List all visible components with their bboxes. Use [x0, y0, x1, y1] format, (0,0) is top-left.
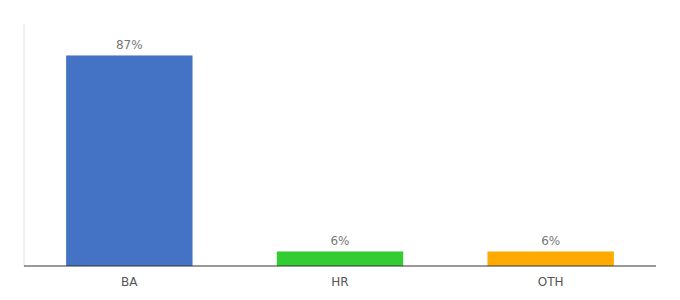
x-tick-label: HR: [331, 275, 348, 289]
data-label: 87%: [116, 38, 143, 52]
bar: [66, 55, 192, 266]
chart-container: 87% 6% 6% BA HR OTH: [0, 0, 680, 300]
x-tick-label: OTH: [538, 275, 564, 289]
bars: [66, 55, 614, 266]
y-axis-line: [24, 24, 25, 266]
data-label: 6%: [541, 234, 560, 248]
data-label: 6%: [330, 234, 349, 248]
chart-svg: 87% 6% 6% BA HR OTH: [0, 0, 680, 300]
bar: [487, 251, 613, 266]
x-tick-labels: BA HR OTH: [121, 275, 563, 289]
x-axis-line: [24, 266, 656, 267]
x-tick-label: BA: [121, 275, 138, 289]
data-labels: 87% 6% 6%: [116, 38, 560, 248]
bar: [277, 251, 403, 266]
